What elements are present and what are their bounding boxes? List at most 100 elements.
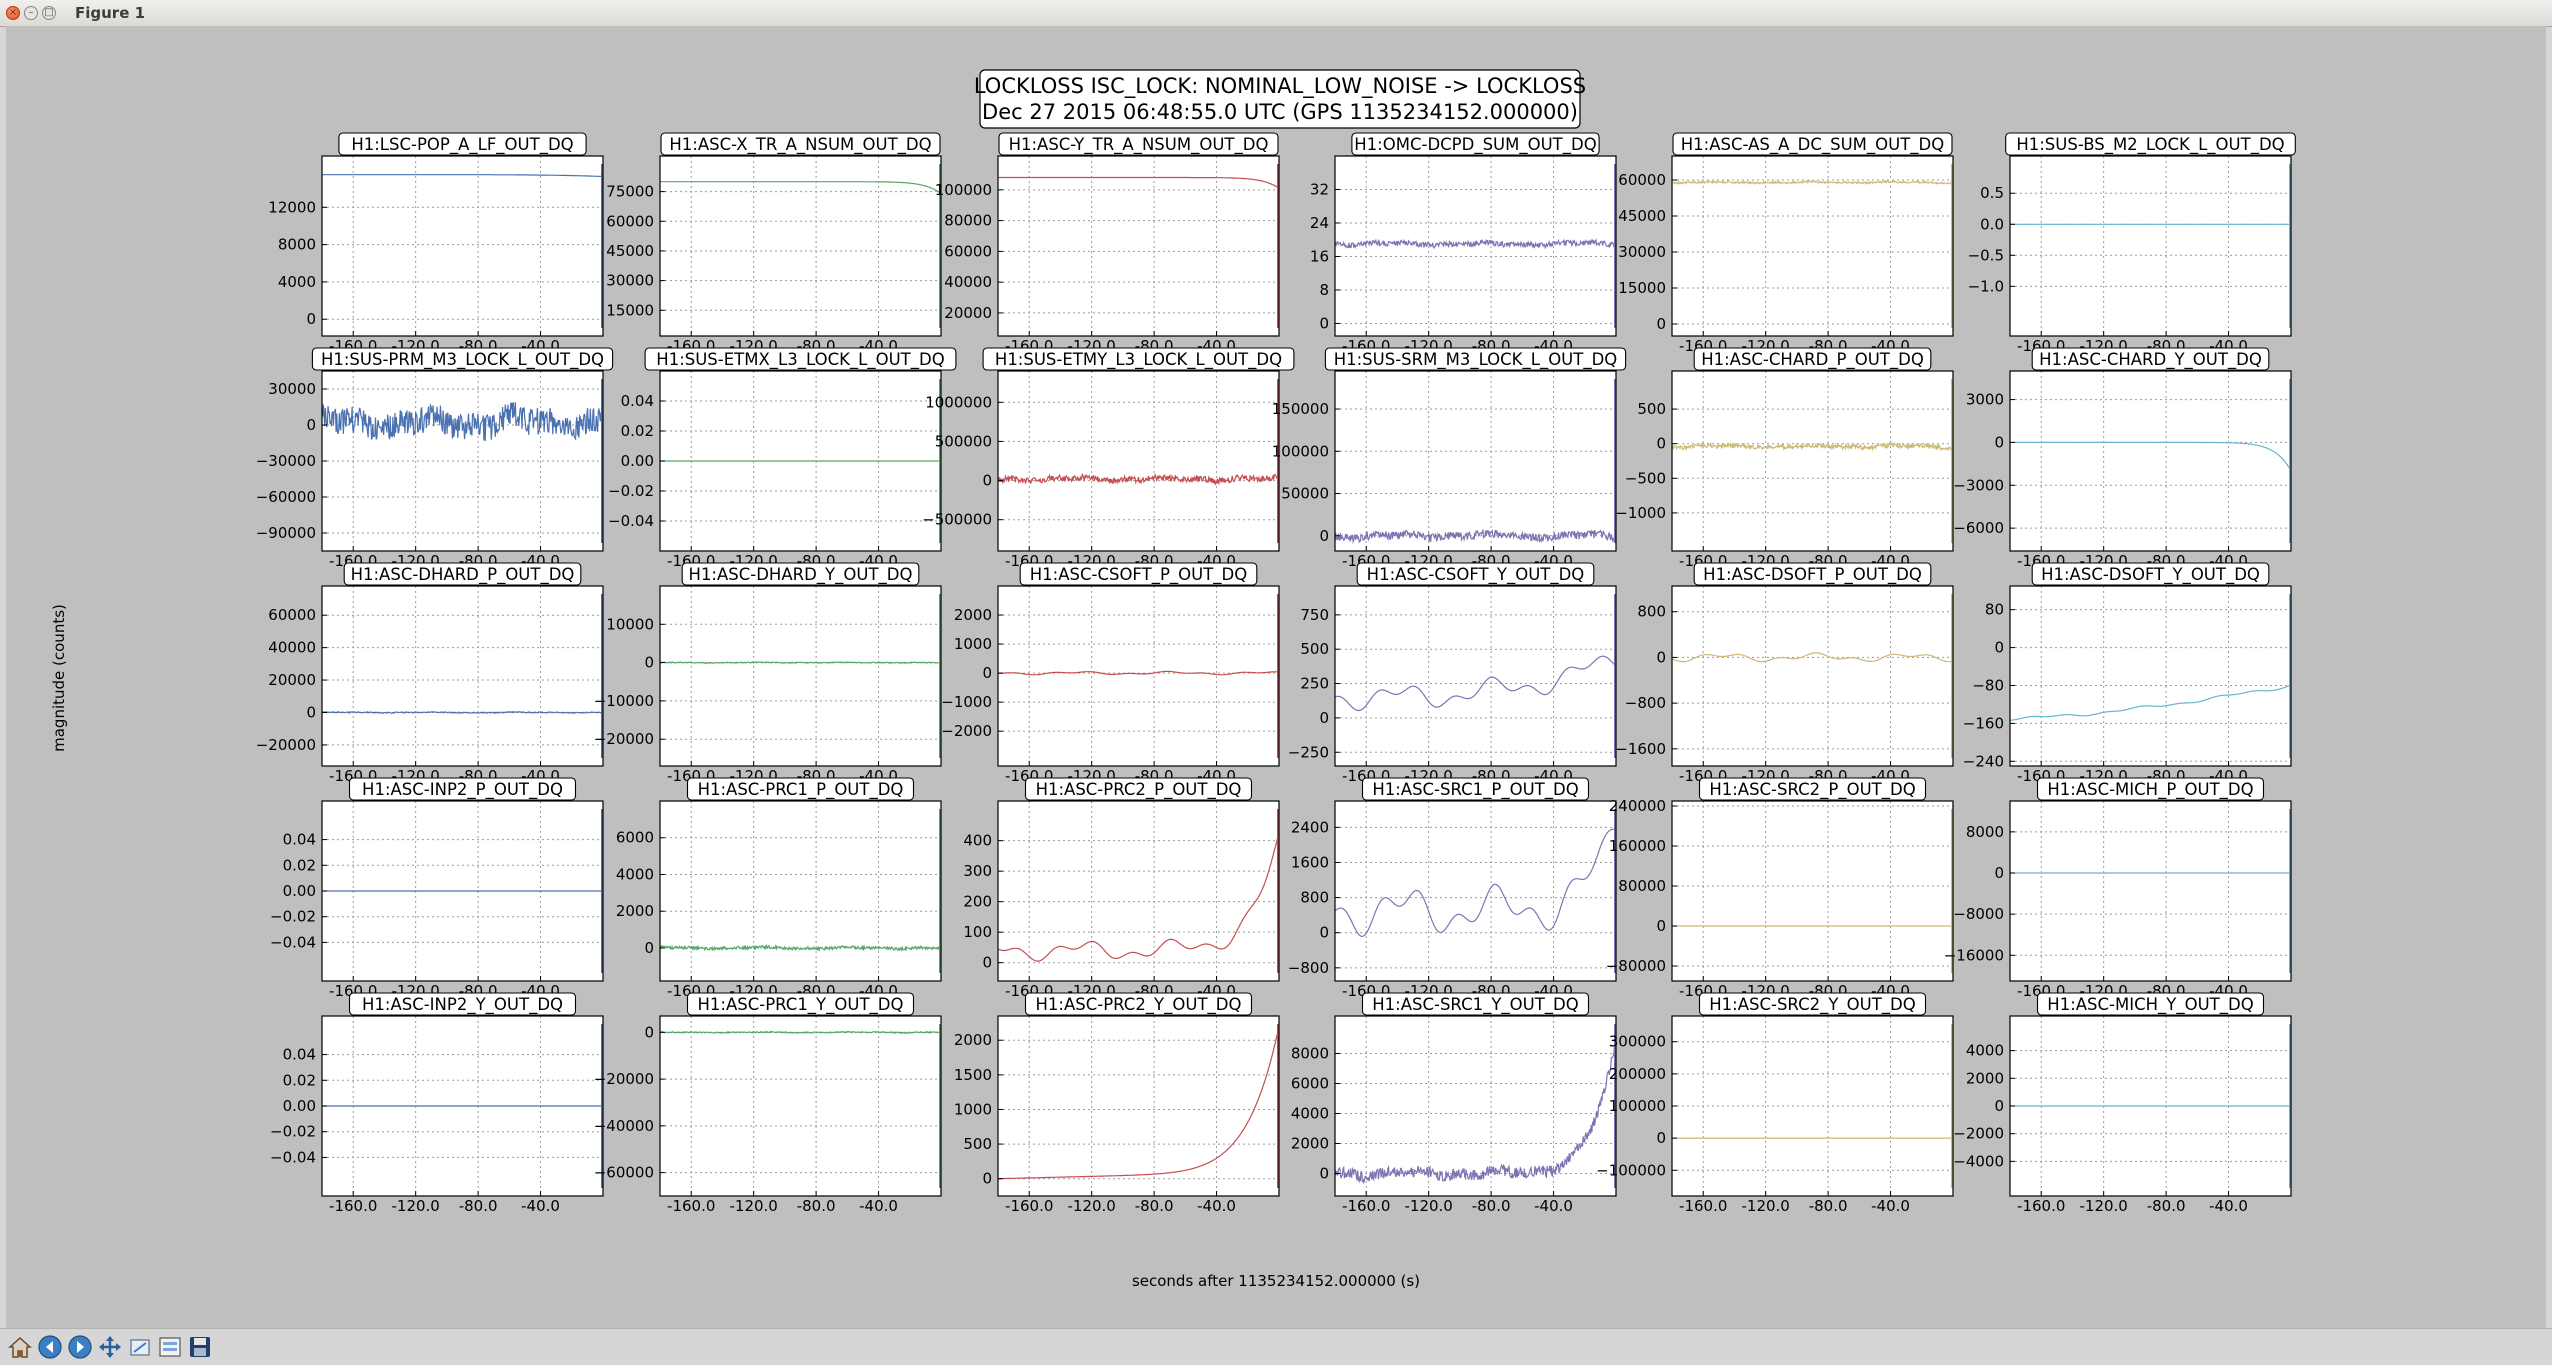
plot-area [2010, 586, 2291, 766]
subplot-title-box [1024, 992, 1253, 1016]
x-tick-label: -80.0 [1809, 1197, 1848, 1215]
y-tick-label: −160 [1963, 714, 2004, 732]
y-tick-label: 20000 [944, 304, 992, 322]
grid-lines [998, 371, 1279, 551]
x-tick-label: -80.0 [797, 1197, 836, 1215]
y-tick-label: 500 [1300, 640, 1329, 658]
y-tick-label: 0.00 [283, 1097, 316, 1115]
y-tick-label: 1500 [954, 1066, 992, 1084]
plot-area [1672, 371, 1953, 551]
close-window-button[interactable]: × [6, 6, 20, 20]
subplot-title-box [1356, 562, 1595, 586]
maximize-window-button[interactable]: □ [42, 6, 56, 20]
subplot-title: H1:ASC-PRC1_Y_OUT_DQ [698, 995, 904, 1015]
y-tick-label: 20000 [268, 671, 316, 689]
y-tick-label: 2000 [1966, 1069, 2004, 1087]
y-tick-label: 0 [1994, 639, 2004, 657]
y-tick-label: −80 [1972, 676, 2004, 694]
y-tick-label: 30000 [268, 380, 316, 398]
plot-area [1672, 801, 1953, 981]
axes-frame [2009, 370, 2292, 552]
home-button[interactable] [6, 1333, 34, 1361]
arrow-right-icon [68, 1335, 92, 1359]
y-tick-label: 2000 [954, 606, 992, 624]
subplot-title: H1:ASC-PRC2_P_OUT_DQ [1036, 780, 1242, 800]
y-tick-label: 800 [1637, 603, 1666, 621]
y-tick-label: 4000 [1966, 1042, 2004, 1060]
y-tick-label: 200 [963, 893, 992, 911]
y-tick-label: −0.02 [270, 1123, 316, 1141]
series-line [659, 661, 942, 665]
subplot-title-box [686, 992, 915, 1016]
plot-area [322, 586, 603, 766]
series-line [1334, 237, 1617, 250]
subplot-title-box [686, 777, 915, 801]
figure-canvas: LOCKLOSS ISC_LOCK: NOMINAL_LOW_NOISE -> … [6, 26, 2546, 1328]
y-tick-label: 0 [644, 939, 654, 957]
axes-frame [997, 1015, 1280, 1197]
y-tick-label: 150000 [1272, 400, 1329, 418]
y-tick-label: −0.02 [608, 482, 654, 500]
axes-frame [659, 1015, 942, 1197]
y-tick-label: −80000 [1606, 957, 1666, 975]
y-tick-label: −20000 [594, 1070, 654, 1088]
y-tick-label: −0.04 [270, 933, 316, 951]
y-tick-label: 0.04 [283, 831, 316, 849]
x-tick-label: -120.0 [1404, 1197, 1452, 1215]
y-tick-label: 0 [1656, 315, 1666, 333]
back-button[interactable] [36, 1333, 64, 1361]
zoom-button[interactable] [126, 1333, 154, 1361]
series-line [1334, 1034, 1617, 1185]
series-line [998, 670, 1279, 676]
subplot-title-box [2036, 992, 2265, 1016]
subplot-title: H1:SUS-ETMX_L3_LOCK_L_OUT_DQ [656, 350, 944, 370]
plot-area [2010, 371, 2291, 551]
y-tick-label: 0.04 [621, 392, 654, 410]
axes-frame [1334, 370, 1617, 552]
y-tick-label: 40000 [268, 639, 316, 657]
y-tick-label: −3000 [1953, 476, 2004, 494]
subplot: −0.04 −0.02 0.00 0.02 0.04 -160.0 -120.0 -80.0 -… [270, 992, 604, 1215]
y-tick-label: −16000 [1944, 946, 2004, 964]
y-tick-label: −1.0 [1968, 277, 2004, 295]
y-tick-label: 200000 [1609, 1065, 1666, 1083]
plot-area [998, 371, 1279, 551]
y-tick-label: 16 [1310, 247, 1329, 265]
x-tick-label: -120.0 [2079, 1197, 2127, 1215]
subplot-title-box [343, 562, 582, 586]
series-line [659, 943, 942, 953]
y-tick-label: −60000 [594, 1164, 654, 1182]
y-tick-label: 1600 [1291, 853, 1329, 871]
plot-area [660, 801, 941, 981]
grid-lines [998, 156, 1279, 336]
series-line [1334, 655, 1617, 712]
subplot-title-box [1698, 777, 1927, 801]
minimize-window-button[interactable]: – [24, 6, 38, 20]
y-tick-label: −250 [1288, 743, 1329, 761]
subplot-title: H1:ASC-CHARD_P_OUT_DQ [1701, 350, 1924, 370]
x-tick-label: -160.0 [1679, 1197, 1727, 1215]
y-tick-label: 50000 [1281, 485, 1329, 503]
pan-button[interactable] [96, 1333, 124, 1361]
configure-subplots-button[interactable] [156, 1333, 184, 1361]
subplot-title: H1:ASC-SRC1_P_OUT_DQ [1372, 780, 1578, 800]
y-tick-label: −40000 [594, 1117, 654, 1135]
y-tick-label: 2000 [616, 902, 654, 920]
y-tick-label: 12000 [268, 198, 316, 216]
plot-area [1672, 156, 1953, 336]
subplot-title-box [1693, 347, 1932, 371]
y-tick-label: −0.04 [608, 512, 654, 530]
grid-lines [1335, 586, 1616, 766]
y-tick-label: 0 [1319, 527, 1329, 545]
save-button[interactable] [186, 1333, 214, 1361]
forward-button[interactable] [66, 1333, 94, 1361]
x-tick-label: -80.0 [1472, 1197, 1511, 1215]
series-line [1671, 652, 1954, 663]
axes-frame [659, 155, 942, 337]
x-tick-label: -160.0 [329, 1197, 377, 1215]
y-tick-label: 0.00 [283, 882, 316, 900]
